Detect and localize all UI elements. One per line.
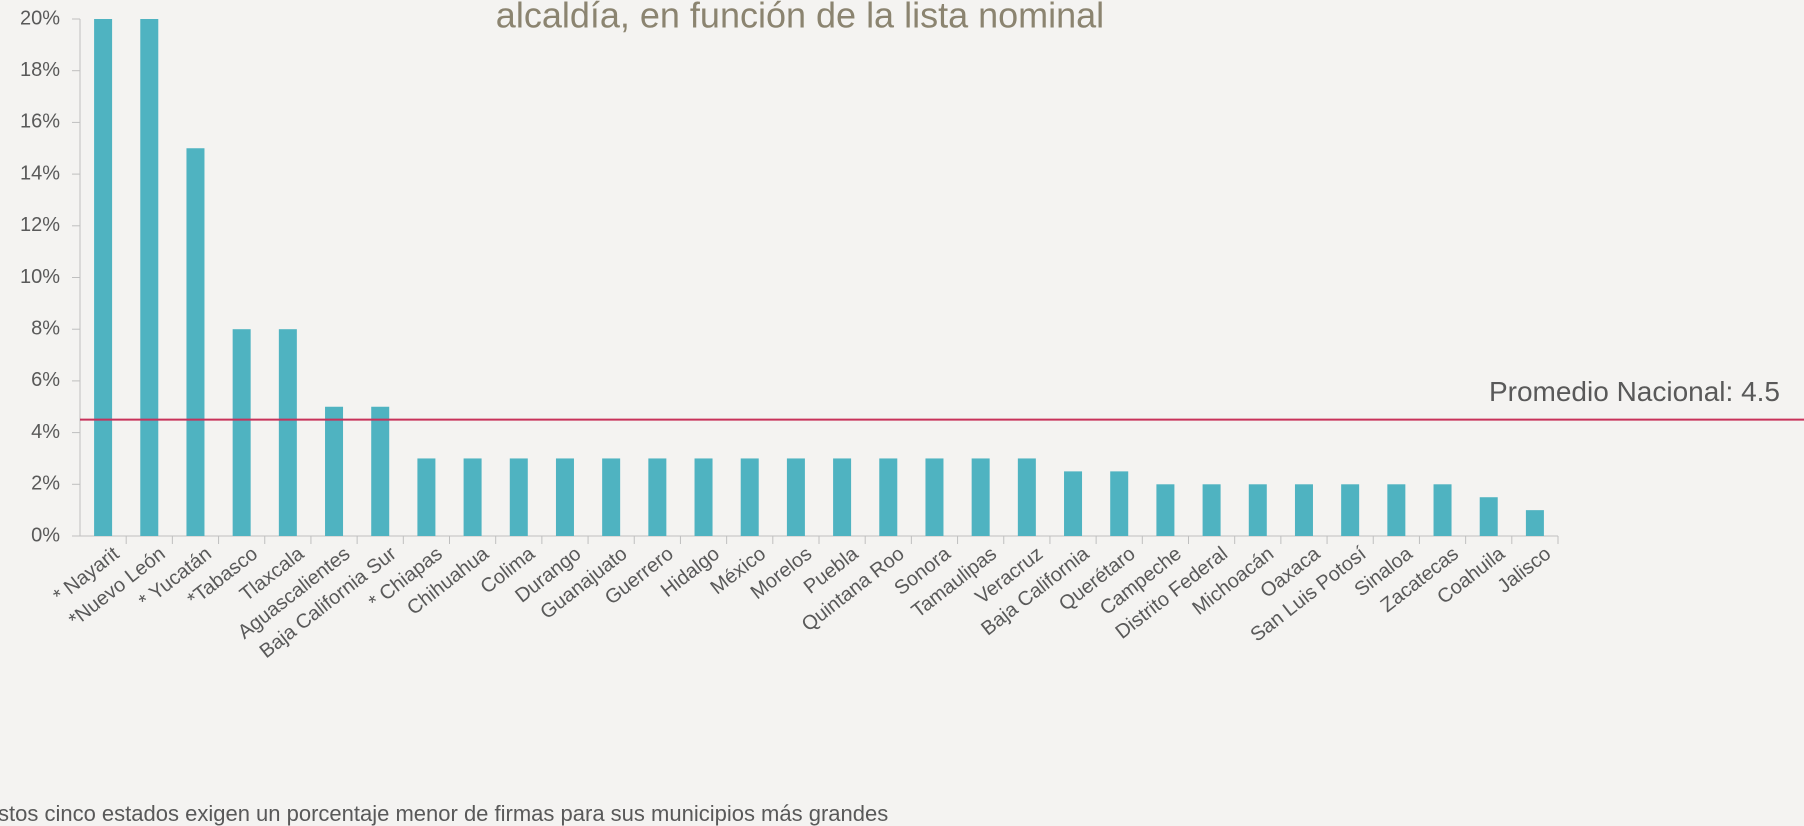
y-tick-label: 4%	[31, 421, 60, 443]
bar	[278, 329, 297, 536]
bar	[740, 458, 759, 536]
bar	[1110, 471, 1129, 536]
bar	[648, 458, 667, 536]
bar	[879, 458, 898, 536]
bar	[509, 458, 528, 536]
bar	[925, 458, 944, 536]
bar	[833, 458, 852, 536]
bar	[1064, 471, 1083, 536]
bar	[1341, 484, 1360, 536]
bar	[140, 19, 159, 536]
y-tick-label: 2%	[31, 473, 60, 495]
y-tick-label: 14%	[20, 162, 60, 184]
y-tick-label: 20%	[20, 7, 60, 29]
bar	[1248, 484, 1267, 536]
y-tick-label: 10%	[20, 266, 60, 288]
bar	[1525, 510, 1544, 536]
bar	[1479, 497, 1498, 536]
bar	[1156, 484, 1175, 536]
y-tick-label: 12%	[20, 214, 60, 236]
y-tick-label: 18%	[20, 59, 60, 81]
x-tick-label: Jalisco	[1494, 543, 1556, 598]
y-tick-label: 8%	[31, 317, 60, 339]
bar	[694, 458, 713, 536]
bar	[325, 406, 344, 536]
bar	[232, 329, 251, 536]
y-tick-label: 0%	[31, 524, 60, 546]
chart-title: alcaldía, en función de la lista nominal	[496, 0, 1104, 36]
bar	[602, 458, 621, 536]
bar	[463, 458, 482, 536]
bar	[1387, 484, 1406, 536]
reference-label: Promedio Nacional: 4.5	[1489, 376, 1780, 407]
bar	[1017, 458, 1036, 536]
bar	[971, 458, 990, 536]
bar	[555, 458, 574, 536]
bar	[417, 458, 436, 536]
y-tick-label: 16%	[20, 111, 60, 133]
bar	[1433, 484, 1452, 536]
bar	[1294, 484, 1313, 536]
bar	[1202, 484, 1221, 536]
bar	[786, 458, 805, 536]
bar	[371, 406, 390, 536]
y-tick-label: 6%	[31, 369, 60, 391]
footnote: stos cinco estados exigen un porcentaje …	[0, 801, 888, 826]
bar	[186, 148, 205, 536]
bar	[94, 19, 113, 536]
